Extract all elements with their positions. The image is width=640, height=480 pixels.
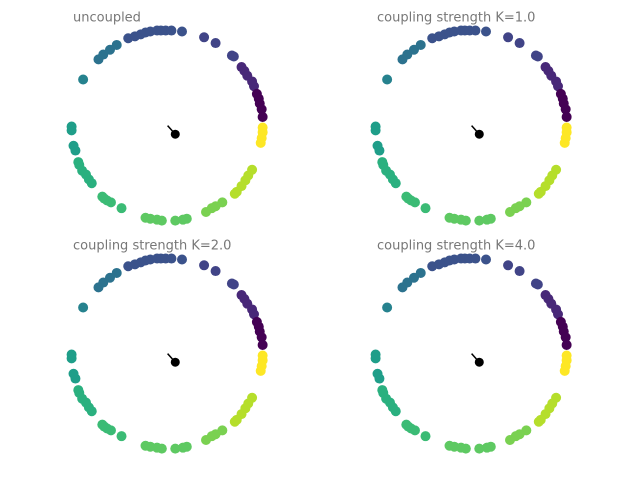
oscillator bbox=[177, 26, 187, 37]
oscillator bbox=[481, 214, 492, 225]
oscillator bbox=[444, 440, 455, 451]
oscillator bbox=[78, 74, 89, 85]
oscillator bbox=[228, 279, 239, 290]
oscillator bbox=[111, 267, 122, 278]
oscillator bbox=[559, 137, 570, 148]
oscillator bbox=[559, 365, 570, 376]
oscillator bbox=[199, 32, 210, 43]
oscillator bbox=[68, 140, 79, 151]
oscillator bbox=[201, 435, 211, 445]
oscillator bbox=[474, 215, 485, 226]
oscillator bbox=[199, 260, 210, 271]
oscillator bbox=[73, 157, 84, 168]
oscillator bbox=[210, 266, 221, 277]
oscillator bbox=[68, 368, 79, 379]
oscillator bbox=[560, 104, 571, 115]
oscillator bbox=[532, 51, 543, 62]
oscillator bbox=[420, 431, 431, 442]
oscillator bbox=[514, 38, 525, 49]
oscillator bbox=[370, 121, 381, 132]
order-parameter-tip bbox=[170, 357, 180, 367]
oscillator bbox=[444, 212, 455, 223]
oscillator bbox=[401, 419, 412, 430]
oscillator bbox=[170, 215, 181, 226]
oscillator bbox=[382, 302, 393, 313]
oscillator bbox=[140, 212, 151, 223]
oscillator bbox=[503, 260, 514, 271]
oscillator bbox=[372, 140, 383, 151]
oscillator bbox=[561, 111, 572, 122]
oscillator bbox=[177, 254, 187, 265]
oscillator bbox=[116, 431, 127, 442]
oscillator bbox=[177, 214, 188, 225]
oscillator bbox=[370, 349, 381, 360]
oscillator bbox=[401, 191, 412, 202]
oscillator bbox=[170, 443, 181, 454]
oscillator bbox=[255, 365, 266, 376]
oscillator bbox=[533, 416, 544, 427]
oscillator bbox=[111, 39, 122, 50]
oscillator bbox=[415, 267, 426, 278]
oscillator bbox=[474, 443, 485, 454]
oscillator bbox=[505, 435, 515, 445]
oscillator bbox=[481, 442, 492, 453]
oscillator bbox=[73, 385, 84, 396]
oscillator bbox=[257, 111, 268, 122]
oscillator bbox=[66, 349, 77, 360]
panel-title: uncoupled bbox=[73, 11, 141, 26]
panel-title: coupling strength K=2.0 bbox=[73, 239, 231, 254]
oscillator bbox=[505, 207, 515, 217]
oscillator bbox=[210, 38, 221, 49]
oscillator bbox=[229, 416, 240, 427]
oscillator bbox=[249, 81, 259, 92]
panel-title: coupling strength K=1.0 bbox=[377, 11, 535, 26]
oscillator bbox=[140, 440, 151, 451]
oscillator bbox=[481, 254, 491, 265]
oscillator bbox=[470, 25, 481, 36]
oscillator bbox=[256, 104, 267, 115]
oscillator bbox=[177, 442, 188, 453]
oscillator bbox=[420, 203, 431, 214]
oscillator bbox=[470, 253, 481, 264]
order-parameter-tip bbox=[474, 129, 484, 139]
oscillator bbox=[553, 81, 563, 92]
oscillator bbox=[532, 279, 543, 290]
oscillator bbox=[561, 339, 572, 350]
panel-title: coupling strength K=4.0 bbox=[377, 239, 535, 254]
oscillator bbox=[166, 25, 177, 36]
oscillator bbox=[415, 39, 426, 50]
oscillator bbox=[229, 188, 240, 199]
oscillator bbox=[116, 203, 127, 214]
oscillator bbox=[560, 332, 571, 343]
oscillator bbox=[372, 368, 383, 379]
oscillator bbox=[256, 332, 267, 343]
order-parameter-tip bbox=[474, 357, 484, 367]
oscillator bbox=[514, 266, 525, 277]
oscillator bbox=[533, 188, 544, 199]
oscillator bbox=[553, 309, 563, 320]
order-parameter-tip bbox=[170, 129, 180, 139]
oscillator bbox=[377, 385, 388, 396]
oscillator bbox=[382, 74, 393, 85]
oscillator bbox=[66, 121, 77, 132]
oscillator bbox=[481, 26, 491, 37]
oscillator bbox=[257, 339, 268, 350]
oscillator bbox=[249, 309, 259, 320]
oscillator bbox=[228, 51, 239, 62]
oscillator bbox=[377, 157, 388, 168]
oscillator bbox=[255, 137, 266, 148]
oscillator bbox=[201, 207, 211, 217]
oscillator bbox=[503, 32, 514, 43]
oscillator bbox=[166, 253, 177, 264]
oscillator bbox=[97, 191, 108, 202]
oscillator bbox=[78, 302, 89, 313]
oscillator bbox=[97, 419, 108, 430]
